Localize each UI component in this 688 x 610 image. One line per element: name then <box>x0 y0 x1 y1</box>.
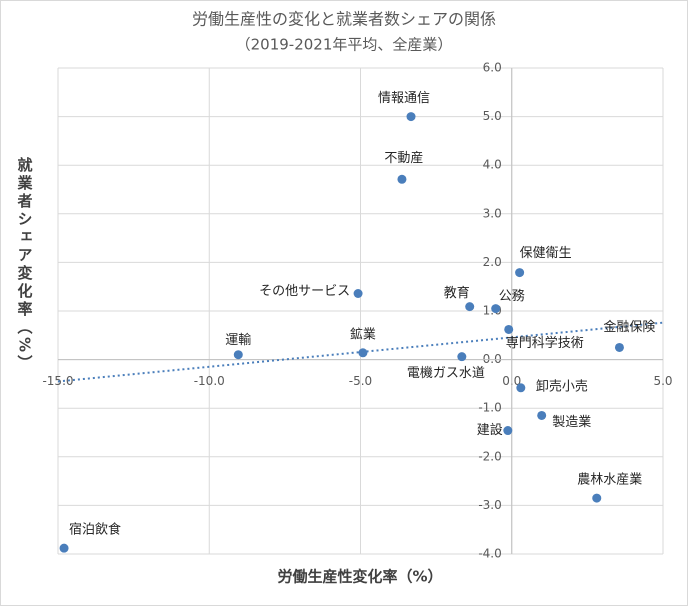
point-label: 不動産 <box>384 150 423 166</box>
y-tick-label: 3.0 <box>483 206 502 220</box>
y-tick-label: 6.0 <box>483 61 502 75</box>
y-axis-title: 就業者シェア変化率（%） <box>16 156 34 373</box>
y-tick-label: 2.0 <box>483 255 502 269</box>
point-label: 保健衛生 <box>520 246 572 261</box>
x-tick-label: -10.0 <box>194 374 225 388</box>
point <box>358 348 368 358</box>
point <box>397 174 407 184</box>
point-label: 卸売小売 <box>536 378 588 394</box>
point <box>353 289 363 299</box>
point-label: 公務 <box>499 289 525 304</box>
point <box>491 304 501 314</box>
y-tick-label: -1.0 <box>478 401 501 415</box>
y-tick-label: 5.0 <box>483 109 502 123</box>
point <box>59 543 69 553</box>
point <box>516 383 526 393</box>
y-tick-label: 4.0 <box>483 158 502 172</box>
y-tick-label: -3.0 <box>478 498 501 512</box>
point-label: 農林水産業 <box>577 472 642 488</box>
point-label: 鉱業 <box>350 326 376 342</box>
point <box>406 112 416 122</box>
point <box>515 268 525 278</box>
point-label: 専門科学技術 <box>506 335 584 351</box>
point-label: 電機ガス水道 <box>407 366 485 381</box>
point <box>233 350 243 360</box>
point-label: その他サービス <box>259 284 350 299</box>
point-label: 情報通信 <box>378 91 430 106</box>
point-label: 教育 <box>444 285 470 301</box>
point-label: 製造業 <box>552 414 591 430</box>
chart-subtitle: （2019-2021年平均、全産業） <box>236 36 453 54</box>
x-axis-title: 労働生産性変化率（%） <box>277 568 442 586</box>
point <box>614 342 624 352</box>
point <box>504 324 514 334</box>
point-label: 宿泊飲食 <box>69 522 121 538</box>
y-tick-label: -2.0 <box>478 449 501 463</box>
x-tick-label: -5.0 <box>349 374 372 388</box>
point <box>465 302 475 312</box>
point <box>537 410 547 420</box>
point <box>503 426 513 436</box>
trendline <box>57 321 664 383</box>
point <box>457 352 467 362</box>
chart-title: 労働生産性の変化と就業者数シェアの関係 <box>192 10 496 29</box>
y-tick-label: -4.0 <box>478 547 501 561</box>
point-label: 建設 <box>477 422 503 438</box>
point-label: 運輸 <box>225 333 251 348</box>
x-tick-label: 5.0 <box>653 374 672 388</box>
point <box>592 493 602 503</box>
point-label: 金融保険 <box>603 319 655 335</box>
